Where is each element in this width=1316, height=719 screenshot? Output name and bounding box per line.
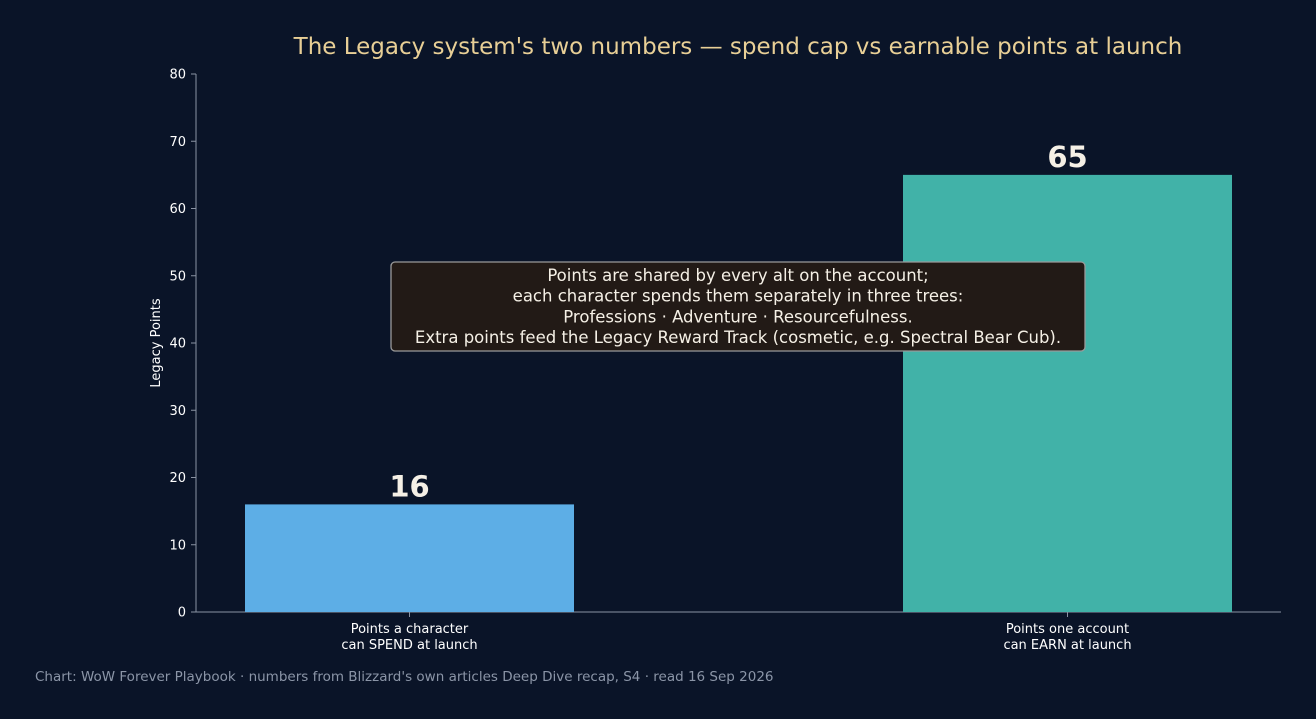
x-tick-label-1: Points a character can SPEND at launch	[341, 622, 477, 653]
y-axis-title: Legacy Points	[149, 298, 164, 387]
y-tick-label: 70	[169, 135, 186, 150]
annotation-line: Extra points feed the Legacy Reward Trac…	[415, 328, 1061, 347]
y-tick-label: 80	[169, 68, 186, 83]
x-axis: Points a character can SPEND at launchPoi…	[196, 611, 1281, 653]
y-tick-label: 30	[169, 404, 186, 419]
bar-value-label-2: 65	[1047, 140, 1087, 174]
y-tick-label: 10	[169, 538, 186, 553]
annotation-box: Points are shared by every alt on the ac…	[390, 261, 1086, 352]
y-tick-label: 40	[169, 337, 186, 352]
bars	[245, 174, 1232, 612]
annotation-text: Points are shared by every alt on the ac…	[415, 266, 1061, 347]
annotation-background	[390, 261, 1086, 352]
bar-value-label-1: 16	[389, 469, 429, 503]
x-tick-label-line: Points a character	[351, 622, 469, 637]
y-axis: 0 10 20 30 40 50 60 70 80	[169, 68, 197, 621]
y-tick-label: 20	[169, 471, 186, 486]
x-tick-label-line: can SPEND at launch	[341, 638, 477, 653]
x-tick-label-line: can EARN at launch	[1003, 638, 1131, 653]
annotation-line: each character spends them separately in…	[513, 287, 964, 306]
annotation-line: Professions · Adventure · Resourcefulnes…	[563, 307, 912, 326]
chart-title: The Legacy system's two numbers — spend …	[293, 34, 1183, 60]
y-tick-label: 0	[178, 606, 186, 621]
annotation-line: Points are shared by every alt on the ac…	[547, 266, 928, 285]
chart-source-note: Chart: WoW Forever Playbook · numbers fr…	[35, 669, 774, 685]
bar-2	[903, 174, 1232, 612]
x-tick-label-2: Points one account can EARN at launch	[1003, 622, 1131, 653]
bar-1	[245, 504, 574, 612]
x-tick-label-line: Points one account	[1006, 622, 1129, 637]
y-tick-label: 50	[169, 269, 186, 284]
y-tick-label: 60	[169, 202, 186, 217]
